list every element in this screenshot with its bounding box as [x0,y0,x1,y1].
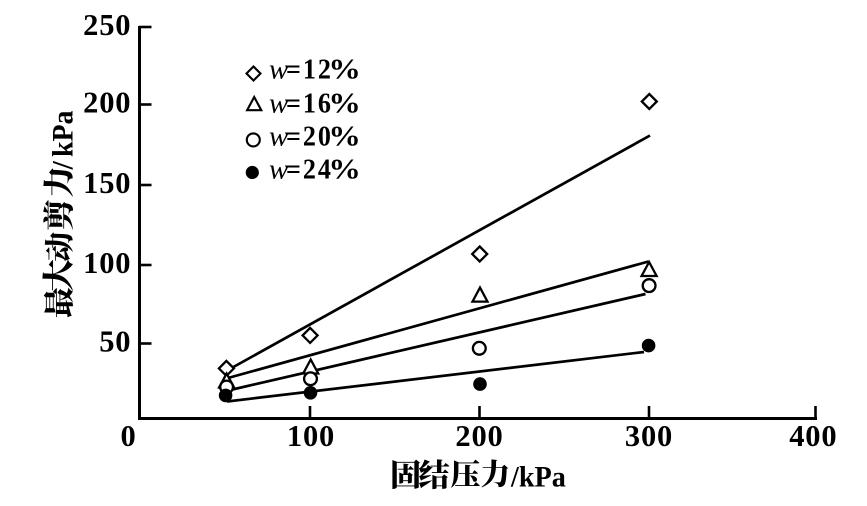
svg-text:100: 100 [83,246,131,280]
svg-text:150: 150 [83,166,131,200]
svg-text:50: 50 [99,325,131,359]
svg-text:%: % [328,53,363,85]
svg-text:=20: =20 [286,119,333,152]
svg-text:0: 0 [120,419,136,453]
svg-text:300: 300 [625,419,673,453]
svg-text:250: 250 [83,8,131,42]
svg-text:%: % [328,153,363,185]
svg-text:200: 200 [83,86,131,120]
svg-text:%: % [328,87,363,119]
svg-text:kPa: kPa [47,110,80,157]
svg-text:400: 400 [789,419,837,453]
svg-text:w: w [269,88,289,120]
svg-text:=24: =24 [286,152,333,185]
svg-text:w: w [269,121,289,153]
svg-text:w: w [269,153,289,185]
svg-text:/: / [47,161,80,171]
svg-text:%: % [328,120,363,152]
svg-text:w: w [269,54,289,86]
svg-text:=12: =12 [286,52,333,85]
svg-text:200: 200 [455,419,503,453]
svg-text:/kPa: /kPa [510,461,566,494]
svg-text:=16: =16 [286,86,333,119]
svg-text:100: 100 [287,419,335,453]
